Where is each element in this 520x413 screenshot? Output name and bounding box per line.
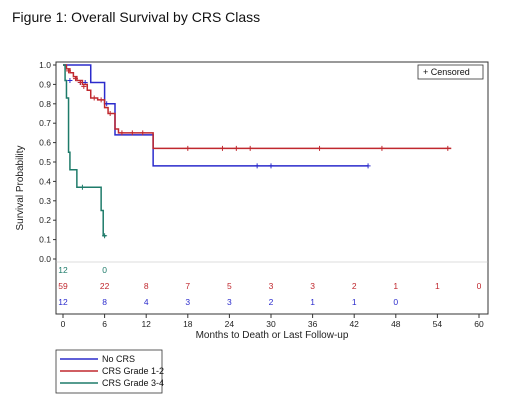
censor-mark [77, 79, 83, 85]
y-tick-label: 0.8 [39, 99, 51, 109]
censor-mark [254, 163, 260, 169]
y-tick-label: 0.4 [39, 176, 51, 186]
at-risk-count: 8 [144, 281, 149, 291]
at-risk-count: 3 [185, 297, 190, 307]
censor-mark [129, 130, 135, 136]
series-legend: No CRS CRS Grade 1-2 CRS Grade 3-4 [55, 349, 164, 394]
legend-label: CRS Grade 1-2 [102, 366, 164, 376]
censor-mark [102, 233, 108, 239]
series-line [63, 64, 106, 237]
at-risk-count: 3 [269, 281, 274, 291]
at-risk-count: 1 [435, 281, 440, 291]
censor-mark [317, 145, 323, 151]
y-tick-label: 0.2 [39, 215, 51, 225]
censored-legend-label: + Censored [423, 67, 470, 77]
at-risk-count: 5 [227, 281, 232, 291]
x-tick-label: 0 [61, 319, 66, 329]
x-tick-label: 48 [391, 319, 401, 329]
x-tick-label: 36 [308, 319, 318, 329]
y-tick-label: 0.0 [39, 254, 51, 264]
at-risk-count: 12 [58, 265, 68, 275]
censor-mark [233, 145, 239, 151]
at-risk-count: 8 [102, 297, 107, 307]
legend-label: CRS Grade 3-4 [102, 378, 164, 388]
legend-label: No CRS [102, 354, 135, 364]
censor-mark [67, 78, 73, 84]
at-risk-count: 3 [227, 297, 232, 307]
at-risk-count: 0 [477, 281, 482, 291]
censor-mark [219, 145, 225, 151]
y-tick-label: 0.1 [39, 235, 51, 245]
censor-mark [445, 145, 451, 151]
at-risk-count: 2 [269, 297, 274, 307]
x-tick-label: 18 [183, 319, 193, 329]
at-risk-count: 7 [185, 281, 190, 291]
at-risk-count: 1 [310, 297, 315, 307]
censor-mark [379, 145, 385, 151]
censor-mark [268, 163, 274, 169]
at-risk-count: 1 [393, 281, 398, 291]
x-tick-label: 12 [141, 319, 151, 329]
y-tick-label: 0.5 [39, 157, 51, 167]
plot-frame [55, 61, 489, 315]
y-tick-label: 0.9 [39, 79, 51, 89]
censor-mark [81, 83, 87, 89]
censor-mark [247, 145, 253, 151]
y-axis-label: Survival Probability [15, 145, 26, 230]
x-tick-label: 54 [433, 319, 443, 329]
at-risk-count: 1 [352, 297, 357, 307]
series-line [63, 64, 369, 167]
x-axis: 0 6 12 18 24 30 36 42 48 54 60 [61, 314, 484, 329]
at-risk-count: 59 [58, 281, 68, 291]
censor-mark [91, 95, 97, 101]
at-risk-count: 4 [144, 297, 149, 307]
x-tick-label: 30 [266, 319, 276, 329]
censor-mark [185, 145, 191, 151]
censor-mark [79, 184, 85, 190]
at-risk-count: 2 [352, 281, 357, 291]
at-risk-count: 0 [102, 265, 107, 275]
censor-mark [365, 163, 371, 169]
censor-mark [119, 130, 125, 136]
chart-title: Figure 1: Overall Survival by CRS Class [12, 9, 261, 25]
x-tick-label: 60 [474, 319, 484, 329]
censor-mark [66, 68, 72, 74]
at-risk-count: 22 [100, 281, 110, 291]
at-risk-count: 3 [310, 281, 315, 291]
x-tick-label: 24 [225, 319, 235, 329]
series-line [63, 64, 452, 150]
at-risk-count: 0 [393, 297, 398, 307]
y-tick-label: 1.0 [39, 60, 51, 70]
series-group [63, 64, 452, 239]
censor-mark [98, 97, 104, 103]
y-tick-label: 0.6 [39, 138, 51, 148]
censor-mark [72, 76, 78, 82]
censor-mark [107, 111, 113, 116]
x-tick-label: 6 [102, 319, 107, 329]
y-tick-label: 0.7 [39, 118, 51, 128]
censor-mark [140, 130, 146, 136]
censored-legend: + Censored [417, 64, 484, 80]
x-axis-label: Months to Death or Last Follow-up [196, 330, 349, 341]
y-tick-label: 0.3 [39, 196, 51, 206]
at-risk-table: 12 0 59 22 8 7 5 3 3 2 1 1 0 12 8 4 3 3 2 1 1 0 [58, 265, 481, 307]
y-axis: 0.0 0.1 0.2 0.3 0.4 0.5 0.6 0.7 0.8 0.9 1.0 [39, 60, 56, 264]
at-risk-count: 12 [58, 297, 68, 307]
x-tick-label: 42 [349, 319, 359, 329]
